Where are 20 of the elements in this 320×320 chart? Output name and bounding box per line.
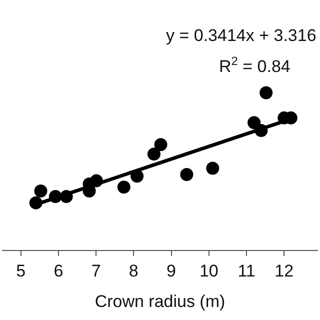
x-axis-title: Crown radius (m) [94,292,226,311]
point [154,138,168,152]
point [117,180,130,194]
x-tick-label: 5 [16,261,26,280]
point [180,168,194,182]
x-tick-label: 8 [128,261,138,280]
point [260,86,273,100]
point [206,162,220,175]
text: R$^{2}$ = 0.84 [219,54,290,76]
x-tick-label: 12 [274,261,294,280]
point [248,116,261,130]
x-tick-label: 7 [91,261,101,280]
point [34,184,48,198]
point [29,196,42,210]
x-tick-label: 11 [238,261,256,280]
x-tick-label: 6 [54,261,64,280]
x-tick-label: 10 [199,261,218,280]
point [147,148,160,161]
x-tick-label: 9 [166,261,176,280]
text: y = 0.3414x + 3.316 [166,26,316,45]
